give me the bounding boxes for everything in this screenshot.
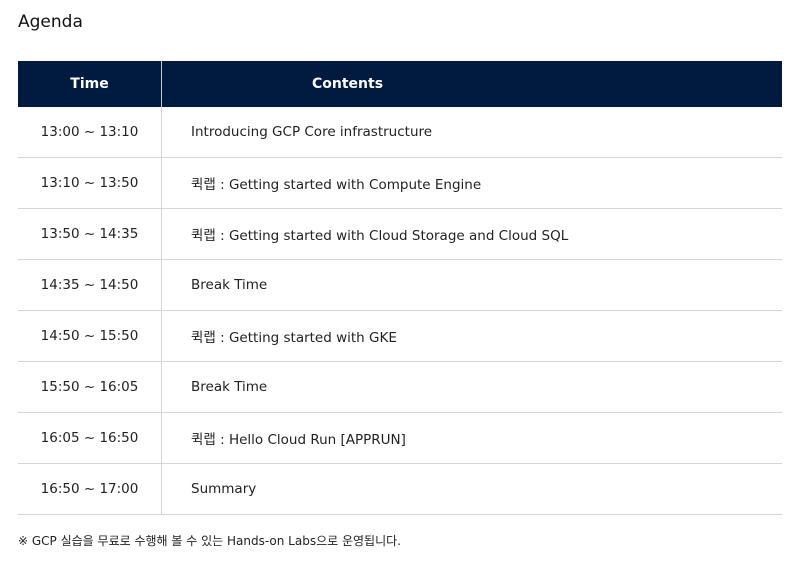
- table-row: 14:35 ~ 14:50 Break Time: [18, 259, 782, 311]
- time-cell: 13:50 ~ 14:35: [18, 208, 162, 260]
- content-cell: 퀵랩 : Hello Cloud Run [APPRUN]: [161, 412, 782, 464]
- table-row: 13:10 ~ 13:50 퀵랩 : Getting started with C…: [18, 157, 782, 209]
- table-row: 15:50 ~ 16:05 Break Time: [18, 361, 782, 413]
- table-row: 13:50 ~ 14:35 퀵랩 : Getting started with C…: [18, 208, 782, 260]
- time-cell: 14:50 ~ 15:50: [18, 310, 162, 362]
- page-title: Agenda: [18, 12, 83, 32]
- content-cell: Summary: [161, 463, 782, 515]
- content-cell: 퀵랩 : Getting started with GKE: [161, 310, 782, 362]
- footnote: ※ GCP 실습을 무료로 수행해 볼 수 있는 Hands-on Labs으로…: [18, 534, 401, 548]
- time-cell: 15:50 ~ 16:05: [18, 361, 162, 413]
- content-cell: Break Time: [161, 361, 782, 413]
- agenda-table: Time Contents 13:00 ~ 13:10 Introducing G…: [18, 61, 782, 515]
- time-cell: 16:05 ~ 16:50: [18, 412, 162, 464]
- content-cell: Break Time: [161, 259, 782, 311]
- table-row: 14:50 ~ 15:50 퀵랩 : Getting started with G…: [18, 310, 782, 362]
- content-cell: Introducing GCP Core infrastructure: [161, 107, 782, 158]
- content-cell: 퀵랩 : Getting started with Compute Engine: [161, 157, 782, 209]
- table-row: 16:50 ~ 17:00 Summary: [18, 463, 782, 515]
- time-cell: 16:50 ~ 17:00: [18, 463, 162, 515]
- time-cell: 13:00 ~ 13:10: [18, 107, 162, 158]
- header-contents: Contents: [161, 61, 782, 107]
- time-cell: 13:10 ~ 13:50: [18, 157, 162, 209]
- content-cell: 퀵랩 : Getting started with Cloud Storage …: [161, 208, 782, 260]
- header-time: Time: [18, 61, 162, 107]
- time-cell: 14:35 ~ 14:50: [18, 259, 162, 311]
- table-header-row: Time Contents: [18, 61, 782, 107]
- table-row: 13:00 ~ 13:10 Introducing GCP Core infras…: [18, 107, 782, 158]
- table-row: 16:05 ~ 16:50 퀵랩 : Hello Cloud Run [APPRU…: [18, 412, 782, 464]
